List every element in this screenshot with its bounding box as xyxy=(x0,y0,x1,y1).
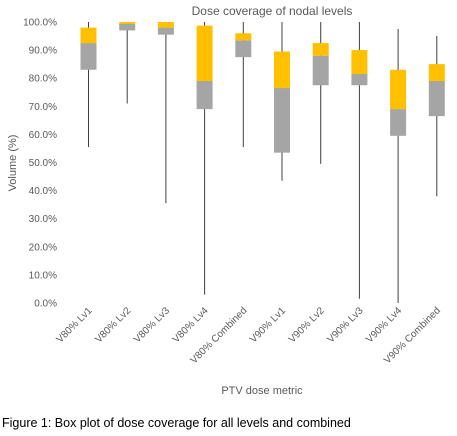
box-upper-quartile xyxy=(235,33,252,41)
x-tick-label: V80% Lv3 xyxy=(132,305,172,345)
chart-title: Dose coverage of nodal levels xyxy=(192,4,353,18)
x-tick-label: V80% Lv1 xyxy=(55,305,95,345)
x-tick-label: V90% Lv3 xyxy=(326,305,366,345)
box-upper-quartile xyxy=(312,43,329,56)
y-tick-label: 10.0% xyxy=(29,270,57,281)
y-tick-label: 0.0% xyxy=(34,299,57,310)
x-axis-label: PTV dose metric xyxy=(221,385,303,397)
box-lower-quartile xyxy=(428,81,445,117)
x-tick-label: V80% Lv4 xyxy=(171,305,211,345)
box-lower-quartile xyxy=(80,43,97,70)
y-tick-label: 50.0% xyxy=(29,158,57,169)
plot-area xyxy=(80,22,445,303)
box-lower-quartile xyxy=(235,40,252,58)
x-tick-label: V90% Lv1 xyxy=(248,305,288,345)
figure-caption: Figure 1: Box plot of dose coverage for … xyxy=(2,416,351,430)
x-tick-label: V90% Lv2 xyxy=(287,305,327,345)
y-axis-label: Volume (%) xyxy=(7,135,19,192)
y-tick-label: 100.0% xyxy=(23,18,57,29)
box-upper-quartile xyxy=(119,22,136,24)
x-tick-label: V80% Lv2 xyxy=(93,305,133,345)
box-upper-quartile xyxy=(157,22,174,28)
box-upper-quartile xyxy=(196,25,213,82)
x-tick-label: V90% Lv4 xyxy=(364,305,404,345)
box-plot-chart: Dose coverage of nodal levels Volume (%)… xyxy=(7,4,445,397)
box-lower-quartile xyxy=(274,88,290,153)
y-tick-label: 70.0% xyxy=(29,102,57,113)
y-tick-label: 60.0% xyxy=(29,130,57,141)
box-lower-quartile xyxy=(119,23,136,31)
y-tick-labels: 0.0% 10.0% 20.0% 30.0% 40.0% 50.0% 60.0% 70.0% 8… xyxy=(23,18,57,310)
y-tick-label: 40.0% xyxy=(29,186,57,197)
y-tick-label: 30.0% xyxy=(29,214,57,225)
box-upper-quartile xyxy=(428,64,445,82)
box-lower-quartile xyxy=(157,27,174,35)
box-lower-quartile xyxy=(312,55,329,86)
box-lower-quartile xyxy=(196,81,213,110)
y-tick-label: 20.0% xyxy=(29,242,57,253)
y-tick-label: 90.0% xyxy=(29,46,57,57)
box-upper-quartile xyxy=(351,50,368,74)
box-lower-quartile xyxy=(351,73,368,86)
box-upper-quartile xyxy=(274,51,290,89)
box-upper-quartile xyxy=(80,27,97,44)
box-upper-quartile xyxy=(390,69,407,110)
y-tick-label: 80.0% xyxy=(29,74,57,85)
box-lower-quartile xyxy=(390,109,407,136)
